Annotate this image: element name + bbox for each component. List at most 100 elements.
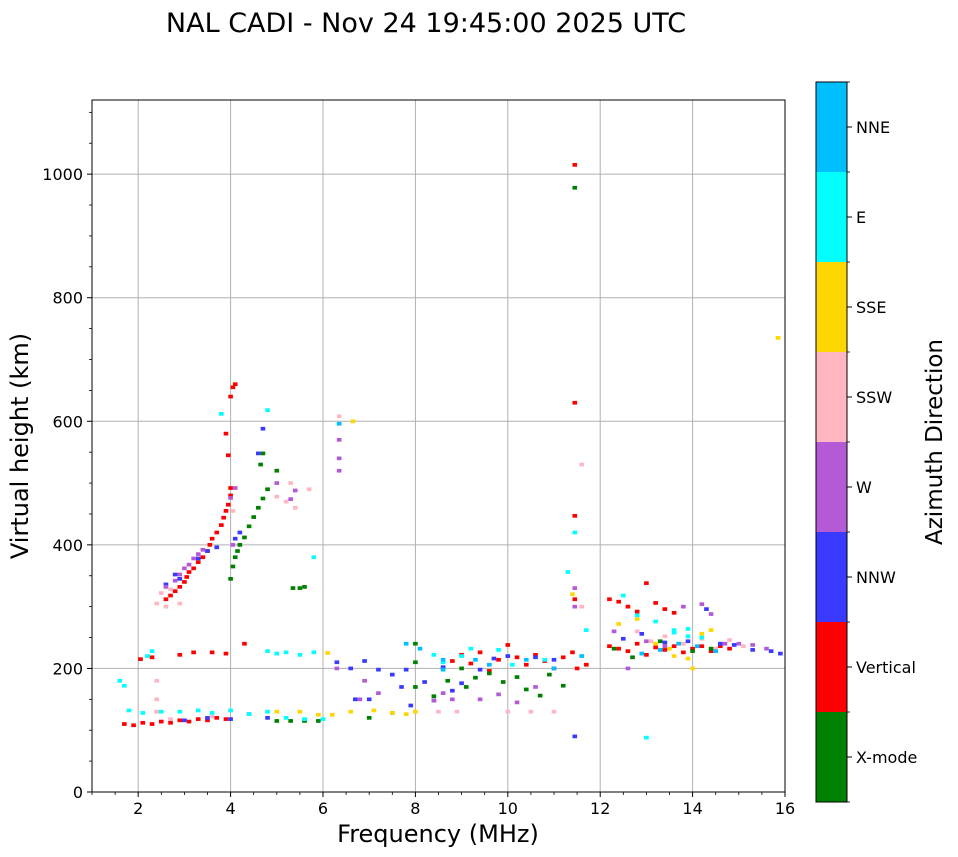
echo-point <box>336 437 342 442</box>
echo-point <box>547 672 552 677</box>
x-tick-label: 14 <box>682 799 702 818</box>
echo-point <box>177 601 183 606</box>
echo-point <box>163 604 169 609</box>
echo-point <box>500 680 506 684</box>
echo-point <box>205 718 210 723</box>
plot-background <box>92 100 785 792</box>
echo-point <box>403 667 409 672</box>
echo-point <box>533 655 538 660</box>
colorbar-tick-label: X-mode <box>856 748 917 767</box>
echo-point <box>477 650 483 655</box>
x-tick-label: 12 <box>590 799 610 818</box>
echo-point <box>158 591 164 595</box>
echo-point <box>440 667 446 672</box>
echo-point <box>237 543 243 547</box>
echo-point <box>256 505 261 510</box>
echo-point <box>533 685 538 689</box>
echo-point <box>560 683 566 688</box>
echo-point <box>292 505 298 510</box>
colorbar-tick-label: E <box>856 208 866 227</box>
echo-point <box>572 586 578 590</box>
echo-point <box>207 543 213 547</box>
echo-point <box>283 650 289 655</box>
echo-point <box>731 643 737 647</box>
echo-point <box>195 556 201 561</box>
echo-point <box>205 549 210 553</box>
echo-point <box>237 530 243 535</box>
echo-point <box>736 641 742 646</box>
echo-point <box>260 451 266 456</box>
echo-point <box>584 662 589 667</box>
echo-point <box>228 394 233 399</box>
echo-point <box>274 481 280 485</box>
chart-title: NAL CADI - Nov 24 19:45:00 2025 UTC <box>166 8 686 39</box>
echo-point <box>290 586 296 590</box>
echo-point <box>403 712 409 717</box>
echo-point <box>283 499 289 504</box>
y-axis-label: Virtual height (km) <box>6 333 34 559</box>
y-tick-label: 1000 <box>42 165 83 184</box>
echo-point <box>551 657 557 662</box>
echo-point <box>708 649 714 653</box>
y-tick-label: 0 <box>73 783 83 802</box>
x-tick-label: 8 <box>410 799 420 818</box>
echo-point <box>223 509 229 513</box>
echo-point <box>514 655 520 660</box>
echo-point <box>235 549 240 553</box>
echo-point <box>242 535 247 540</box>
colorbar-segment-w <box>816 442 847 532</box>
echo-point <box>191 566 196 571</box>
echo-point <box>357 697 363 702</box>
echo-point <box>122 683 127 688</box>
echo-point <box>334 666 340 671</box>
echo-series-e <box>117 408 705 740</box>
echo-point <box>487 662 492 667</box>
echo-point <box>182 580 187 584</box>
colorbar-tick-label: SSE <box>856 298 886 317</box>
echo-point <box>694 644 700 649</box>
echo-point <box>750 643 755 647</box>
echo-point <box>172 572 178 577</box>
echo-point <box>440 691 446 695</box>
echo-point <box>302 585 307 589</box>
echo-point <box>685 627 691 631</box>
echo-point <box>329 712 335 717</box>
x-tick-label: 10 <box>498 799 518 818</box>
echo-point <box>228 496 233 500</box>
echo-point <box>265 649 270 653</box>
echo-point <box>662 648 668 652</box>
echo-point <box>572 185 578 190</box>
echo-point <box>579 604 585 609</box>
echo-point <box>510 662 515 667</box>
echo-point <box>496 692 501 697</box>
echo-point <box>154 697 159 702</box>
echo-point <box>667 646 672 651</box>
echo-point <box>459 681 464 686</box>
echo-point <box>708 612 714 616</box>
echo-point <box>718 641 723 646</box>
echo-point <box>523 687 529 692</box>
colorbar-segment-nnw <box>816 532 847 622</box>
colorbar-tick-label: Vertical <box>856 658 916 677</box>
echo-point <box>195 717 201 721</box>
echo-point <box>639 651 645 656</box>
echo-point <box>302 717 307 721</box>
echo-point <box>265 716 270 720</box>
echo-point <box>676 641 682 646</box>
echo-point <box>297 652 303 657</box>
echo-point <box>191 650 196 655</box>
echo-point <box>625 649 631 653</box>
echo-point <box>685 634 691 639</box>
echo-point <box>228 708 233 713</box>
echo-point <box>713 646 719 651</box>
echo-point <box>292 488 298 493</box>
echo-series-w <box>163 437 769 705</box>
echo-point <box>634 613 640 618</box>
echo-point <box>685 656 691 661</box>
echo-point <box>440 660 446 665</box>
echo-point <box>463 685 469 689</box>
echo-point <box>131 723 136 728</box>
echo-point <box>288 497 293 501</box>
echo-point <box>496 657 501 662</box>
echo-point <box>690 666 695 671</box>
